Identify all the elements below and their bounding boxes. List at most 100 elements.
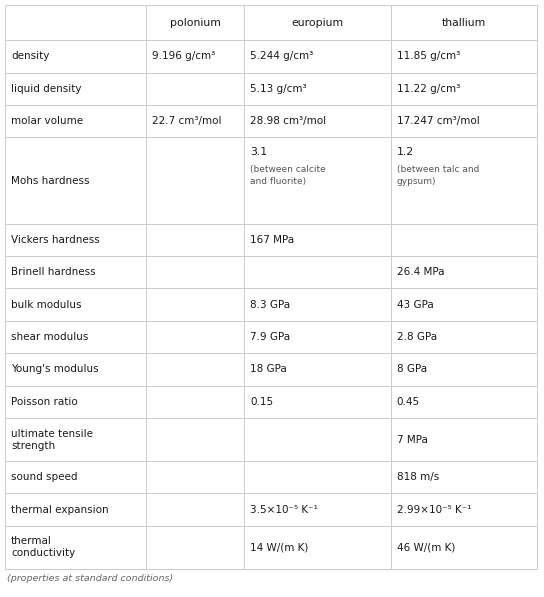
Bar — [5, 461, 146, 494]
Bar — [146, 526, 244, 569]
Text: 11.85 g/cm³: 11.85 g/cm³ — [397, 51, 460, 61]
Text: Mohs hardness: Mohs hardness — [11, 176, 90, 186]
Text: 818 m/s: 818 m/s — [397, 472, 439, 482]
Bar — [5, 526, 146, 569]
Text: 5.244 g/cm³: 5.244 g/cm³ — [250, 51, 314, 61]
Text: bulk modulus: bulk modulus — [11, 300, 82, 310]
Bar — [391, 105, 537, 137]
Bar — [146, 288, 244, 321]
Text: density: density — [11, 51, 50, 61]
Bar — [5, 494, 146, 526]
Bar — [244, 137, 391, 224]
Bar — [5, 224, 146, 256]
Bar — [5, 386, 146, 418]
Text: 0.45: 0.45 — [397, 397, 420, 407]
Text: liquid density: liquid density — [11, 84, 82, 94]
Bar — [5, 41, 146, 73]
Text: 1.2: 1.2 — [397, 147, 414, 158]
Bar — [244, 418, 391, 461]
Text: 7.9 GPa: 7.9 GPa — [250, 332, 290, 342]
Text: 22.7 cm³/mol: 22.7 cm³/mol — [152, 116, 221, 126]
Text: 0.15: 0.15 — [250, 397, 274, 407]
Bar — [391, 41, 537, 73]
Text: 18 GPa: 18 GPa — [250, 364, 287, 374]
Bar — [244, 526, 391, 569]
Bar — [244, 41, 391, 73]
Text: 11.22 g/cm³: 11.22 g/cm³ — [397, 84, 460, 94]
Bar — [5, 105, 146, 137]
Bar — [146, 418, 244, 461]
Bar — [244, 321, 391, 353]
Bar — [146, 256, 244, 288]
Bar — [146, 105, 244, 137]
Bar — [391, 288, 537, 321]
Text: sound speed: sound speed — [11, 472, 77, 482]
Bar — [244, 288, 391, 321]
Bar — [5, 137, 146, 224]
Text: polonium: polonium — [170, 18, 221, 27]
Text: 2.8 GPa: 2.8 GPa — [397, 332, 437, 342]
Bar — [391, 418, 537, 461]
Bar — [391, 224, 537, 256]
Text: 28.98 cm³/mol: 28.98 cm³/mol — [250, 116, 326, 126]
Text: molar volume: molar volume — [11, 116, 83, 126]
Bar — [244, 224, 391, 256]
Text: (between talc and
gypsum): (between talc and gypsum) — [397, 165, 479, 186]
Text: thermal
conductivity: thermal conductivity — [11, 537, 75, 558]
Text: 167 MPa: 167 MPa — [250, 235, 294, 245]
Text: 14 W/(m K): 14 W/(m K) — [250, 543, 309, 552]
Bar — [391, 526, 537, 569]
Bar — [391, 386, 537, 418]
Bar — [244, 461, 391, 494]
Bar — [5, 418, 146, 461]
Bar — [146, 5, 244, 41]
Text: (between calcite
and fluorite): (between calcite and fluorite) — [250, 165, 326, 186]
Bar — [5, 288, 146, 321]
Text: 2.99×10⁻⁵ K⁻¹: 2.99×10⁻⁵ K⁻¹ — [397, 504, 471, 515]
Text: 8 GPa: 8 GPa — [397, 364, 427, 374]
Bar — [146, 494, 244, 526]
Text: 43 GPa: 43 GPa — [397, 300, 434, 310]
Text: thallium: thallium — [442, 18, 486, 27]
Bar — [5, 256, 146, 288]
Bar — [391, 137, 537, 224]
Bar — [391, 321, 537, 353]
Text: 17.247 cm³/mol: 17.247 cm³/mol — [397, 116, 479, 126]
Bar — [391, 494, 537, 526]
Bar — [244, 73, 391, 105]
Bar — [146, 137, 244, 224]
Text: 46 W/(m K): 46 W/(m K) — [397, 543, 455, 552]
Text: 26.4 MPa: 26.4 MPa — [397, 267, 444, 277]
Text: 8.3 GPa: 8.3 GPa — [250, 300, 290, 310]
Bar — [244, 105, 391, 137]
Bar — [391, 461, 537, 494]
Bar — [146, 461, 244, 494]
Text: Brinell hardness: Brinell hardness — [11, 267, 96, 277]
Bar — [146, 73, 244, 105]
Text: 3.5×10⁻⁵ K⁻¹: 3.5×10⁻⁵ K⁻¹ — [250, 504, 318, 515]
Text: Young's modulus: Young's modulus — [11, 364, 98, 374]
Bar — [146, 41, 244, 73]
Bar — [244, 353, 391, 386]
Bar — [244, 386, 391, 418]
Bar — [391, 73, 537, 105]
Text: 5.13 g/cm³: 5.13 g/cm³ — [250, 84, 307, 94]
Text: 3.1: 3.1 — [250, 147, 268, 158]
Text: Poisson ratio: Poisson ratio — [11, 397, 78, 407]
Bar — [5, 73, 146, 105]
Bar — [244, 256, 391, 288]
Bar — [5, 5, 146, 41]
Bar — [146, 224, 244, 256]
Text: europium: europium — [292, 18, 344, 27]
Bar — [5, 321, 146, 353]
Text: shear modulus: shear modulus — [11, 332, 88, 342]
Bar — [146, 321, 244, 353]
Bar — [244, 494, 391, 526]
Bar — [146, 386, 244, 418]
Text: (properties at standard conditions): (properties at standard conditions) — [7, 574, 173, 583]
Bar — [244, 5, 391, 41]
Text: 9.196 g/cm³: 9.196 g/cm³ — [152, 51, 215, 61]
Text: Vickers hardness: Vickers hardness — [11, 235, 100, 245]
Bar — [5, 353, 146, 386]
Bar — [146, 353, 244, 386]
